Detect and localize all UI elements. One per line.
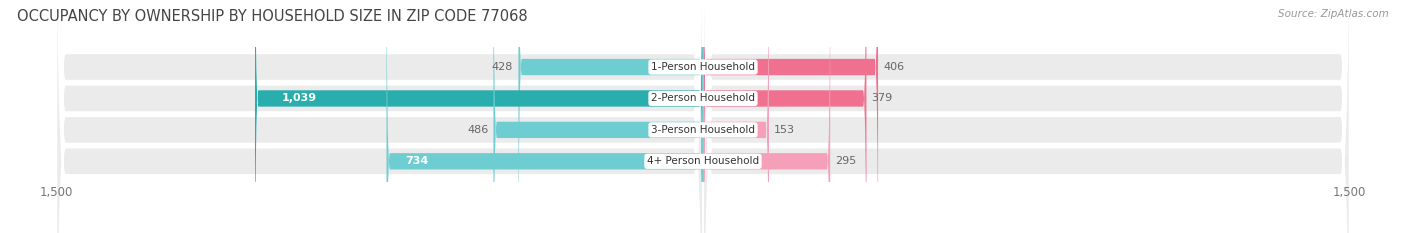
FancyBboxPatch shape xyxy=(56,0,703,233)
Text: 4+ Person Household: 4+ Person Household xyxy=(647,156,759,166)
FancyBboxPatch shape xyxy=(56,0,703,233)
FancyBboxPatch shape xyxy=(703,0,879,233)
FancyBboxPatch shape xyxy=(519,0,703,233)
FancyBboxPatch shape xyxy=(703,0,866,233)
FancyBboxPatch shape xyxy=(703,0,1350,233)
Text: 428: 428 xyxy=(492,62,513,72)
Text: 295: 295 xyxy=(835,156,856,166)
FancyBboxPatch shape xyxy=(703,0,1350,233)
FancyBboxPatch shape xyxy=(703,0,769,233)
Text: 2-Person Household: 2-Person Household xyxy=(651,93,755,103)
Text: 153: 153 xyxy=(775,125,796,135)
Text: 1-Person Household: 1-Person Household xyxy=(651,62,755,72)
Text: 379: 379 xyxy=(872,93,893,103)
FancyBboxPatch shape xyxy=(703,0,1350,233)
FancyBboxPatch shape xyxy=(56,0,703,233)
Text: 1,039: 1,039 xyxy=(281,93,316,103)
FancyBboxPatch shape xyxy=(56,0,703,233)
Text: OCCUPANCY BY OWNERSHIP BY HOUSEHOLD SIZE IN ZIP CODE 77068: OCCUPANCY BY OWNERSHIP BY HOUSEHOLD SIZE… xyxy=(17,9,527,24)
Text: Source: ZipAtlas.com: Source: ZipAtlas.com xyxy=(1278,9,1389,19)
Text: 486: 486 xyxy=(467,125,488,135)
Text: 3-Person Household: 3-Person Household xyxy=(651,125,755,135)
FancyBboxPatch shape xyxy=(254,0,703,233)
FancyBboxPatch shape xyxy=(703,0,1350,233)
FancyBboxPatch shape xyxy=(494,0,703,233)
FancyBboxPatch shape xyxy=(387,0,703,233)
Text: 734: 734 xyxy=(405,156,429,166)
FancyBboxPatch shape xyxy=(703,0,830,233)
Text: 406: 406 xyxy=(883,62,904,72)
